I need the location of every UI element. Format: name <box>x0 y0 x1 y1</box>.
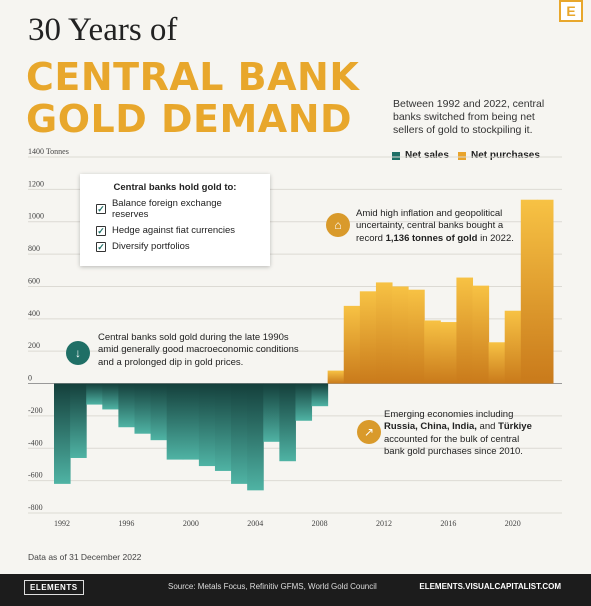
footer-url[interactable]: ELEMENTS.VISUALCAPITALIST.COM <box>419 582 561 591</box>
data-as-of: Data as of 31 December 2022 <box>28 552 142 562</box>
emerging-pre: Emerging economies including <box>384 409 514 420</box>
x-tick-label: 2016 <box>440 519 456 528</box>
hold-gold-callout: Central banks hold gold to: ✓ Balance fo… <box>80 174 270 266</box>
bar-2004 <box>247 383 264 491</box>
bar-2013 <box>392 286 409 384</box>
record-note-pre: Amid high inflation and geopolitical unc… <box>356 208 504 244</box>
callout-heading: Central banks hold gold to: <box>113 182 237 193</box>
y-tick-label: 1400 Tonnes <box>28 147 69 156</box>
y-tick-label: 400 <box>28 309 40 318</box>
y-tick-label: 0 <box>28 374 32 383</box>
bar-1993 <box>70 383 87 458</box>
bar-1994 <box>86 383 103 405</box>
callout-item: ✓ Hedge against fiat currencies <box>96 225 260 236</box>
bar-2002 <box>214 383 232 471</box>
bar-1992 <box>54 383 71 484</box>
record-note-post: in 2022. <box>477 232 514 244</box>
y-tick-label: -800 <box>28 503 43 512</box>
x-tick-label: 2004 <box>247 519 263 528</box>
bar-2003 <box>231 383 248 484</box>
callout-item: ✓ Balance foreign exchange reserves <box>96 198 260 220</box>
x-tick-label: 2012 <box>376 519 392 528</box>
check-icon: ✓ <box>96 241 106 252</box>
callout-item-label: Diversify portfolios <box>112 241 190 252</box>
subtitle: Between 1992 and 2022, central banks swi… <box>393 98 545 137</box>
bar-2014 <box>408 289 425 384</box>
sales-note: Central banks sold gold during the late … <box>98 332 299 368</box>
footer-logo: ELEMENTS <box>24 580 84 595</box>
title-line2: CENTRAL BANK <box>26 55 360 99</box>
y-tick-label: -600 <box>28 471 43 480</box>
bar-2011 <box>359 291 377 384</box>
y-tick-label: 1000 <box>28 212 44 221</box>
bar-2021 <box>520 199 538 384</box>
x-tick-label: 1992 <box>54 519 70 528</box>
legend-label-sales: Net sales <box>405 150 449 161</box>
bar-1997 <box>134 383 152 434</box>
bar-2016 <box>440 322 457 384</box>
bar-2009 <box>327 370 345 384</box>
growth-icon: ↗ <box>357 420 381 444</box>
legend-net-sales: Net sales <box>392 150 449 161</box>
x-tick-label: 2020 <box>505 519 521 528</box>
bar-2007 <box>295 383 313 421</box>
bar-1999 <box>166 383 184 460</box>
y-tick-label: 600 <box>28 276 40 285</box>
legend-label-purchases: Net purchases <box>471 150 540 161</box>
footer-source: Source: Metals Focus, Refinitiv GFMS, Wo… <box>168 582 377 591</box>
callout-item-label: Balance foreign exchange reserves <box>111 198 222 220</box>
bar-2008 <box>311 383 329 407</box>
bar-2017 <box>456 277 474 384</box>
bar-2001 <box>198 383 216 467</box>
bar-2020 <box>504 310 522 384</box>
callout-item: ✓ Diversify portfolios <box>96 241 260 252</box>
legend-swatch-sales <box>392 151 400 160</box>
bar-2012 <box>375 282 393 384</box>
check-icon: ✓ <box>96 204 106 214</box>
bar-1998 <box>150 383 168 441</box>
emerging-bold2: Türkiye <box>498 421 532 433</box>
emerging-mid: and <box>476 421 499 433</box>
y-tick-label: 200 <box>28 341 40 350</box>
bank-icon: ⌂ <box>326 213 350 237</box>
emerging-note: Emerging economies including Russia, Chi… <box>384 409 534 458</box>
y-tick-label: -200 <box>28 406 43 415</box>
callout-item-label: Hedge against fiat currencies <box>112 225 236 236</box>
title-line1: 30 Years of <box>28 12 178 48</box>
emerging-bold: Russia, China, India, <box>384 421 477 433</box>
legend-swatch-purchases <box>458 151 466 160</box>
bar-2005 <box>263 383 280 442</box>
record-note-bold: 1,136 tonnes of gold <box>385 232 478 244</box>
bar-2010 <box>343 305 361 384</box>
y-tick-label: 800 <box>28 244 40 253</box>
bar-2018 <box>472 285 490 384</box>
emerging-post: accounted for the bulk of central bank g… <box>384 433 523 458</box>
bar-1996 <box>118 383 135 428</box>
x-tick-label: 2000 <box>183 519 199 528</box>
chart: 1400 Tonnes120010008006004002000-200-400… <box>28 147 562 528</box>
y-tick-label: -400 <box>28 438 43 447</box>
down-arrow-icon: ↓ <box>66 341 90 365</box>
brand-logo: E <box>559 0 583 22</box>
bar-2019 <box>488 342 506 384</box>
legend-net-purchases: Net purchases <box>458 150 540 161</box>
y-tick-label: 1200 <box>28 179 44 188</box>
footer: ELEMENTS Source: Metals Focus, Refinitiv… <box>0 574 591 606</box>
bar-2000 <box>182 383 200 460</box>
x-tick-label: 1996 <box>118 519 134 528</box>
bar-2006 <box>279 383 296 462</box>
bar-2015 <box>424 320 441 384</box>
check-icon: ✓ <box>96 225 106 236</box>
bar-2022 <box>536 199 554 384</box>
record-note: Amid high inflation and geopolitical unc… <box>356 208 524 245</box>
bar-1995 <box>102 383 119 410</box>
title-line3: GOLD DEMAND <box>26 97 353 141</box>
x-tick-label: 2008 <box>312 519 328 528</box>
